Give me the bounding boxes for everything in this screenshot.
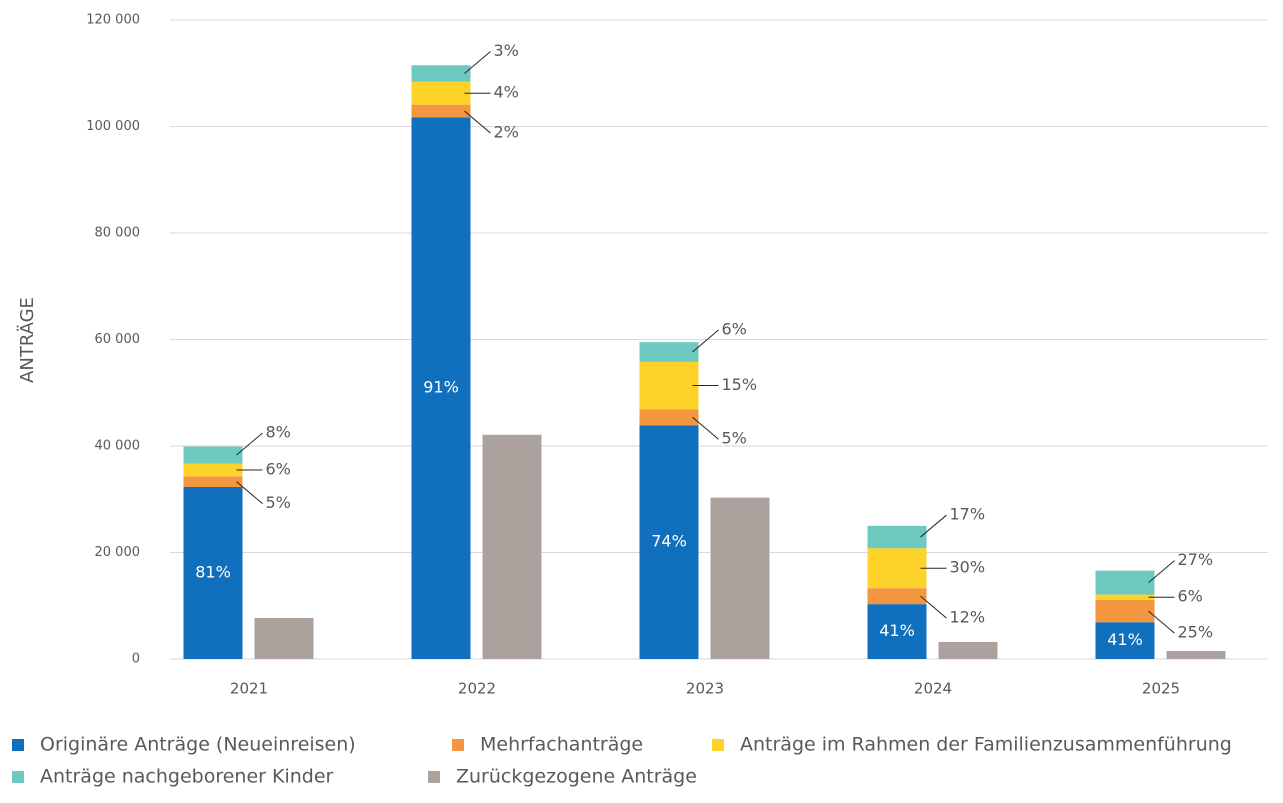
bar-segment <box>867 588 927 605</box>
legend-label: Anträge im Rahmen der Familienzusammenfü… <box>740 734 1232 756</box>
x-tick-label: 2024 <box>914 680 952 698</box>
legend-label: Zurückgezogene Anträge <box>456 766 697 788</box>
legend-marker <box>428 771 440 783</box>
value-label: 17% <box>950 505 986 524</box>
value-label: 91% <box>423 378 459 397</box>
x-tick-label: 2021 <box>230 680 268 698</box>
leader-line <box>692 416 719 440</box>
legend-label: Mehrfachanträge <box>480 734 643 756</box>
bar-segment <box>1095 570 1155 595</box>
bar-segment <box>411 65 471 82</box>
legend-marker <box>452 739 464 751</box>
leader-line <box>920 514 947 538</box>
leader-line <box>464 110 491 134</box>
bar-segment <box>867 604 927 659</box>
bar-segment <box>411 117 471 659</box>
bar-segment <box>710 497 770 659</box>
bar-segment <box>639 361 699 410</box>
value-label: 12% <box>950 608 986 627</box>
y-tick-label: 40 000 <box>95 439 141 454</box>
value-label: 6% <box>1178 587 1203 606</box>
legend-marker <box>12 771 24 783</box>
x-tick-label: 2022 <box>458 680 496 698</box>
bar-segment <box>1095 594 1155 600</box>
y-tick-label: 0 <box>132 652 140 667</box>
value-label: 74% <box>651 532 687 551</box>
bar-segment <box>639 409 699 426</box>
bar-segment <box>411 104 471 118</box>
bar-segment <box>639 425 699 659</box>
bar-segment <box>867 525 927 549</box>
value-label: 30% <box>950 558 986 577</box>
bar-segment <box>1095 622 1155 659</box>
leader-line <box>464 51 491 74</box>
bar-segment <box>867 548 927 589</box>
value-label: 41% <box>879 621 915 640</box>
y-tick-label: 80 000 <box>95 226 141 241</box>
legend-marker <box>12 739 24 751</box>
value-label: 6% <box>266 459 291 478</box>
y-tick-label: 120 000 <box>86 13 140 28</box>
bar-segment <box>1095 599 1155 623</box>
y-tick-label: 60 000 <box>95 332 141 347</box>
leader-line <box>236 481 263 505</box>
legend-label: Originäre Anträge (Neueinreisen) <box>40 734 356 756</box>
leader-line <box>920 595 947 619</box>
value-label: 4% <box>494 83 519 102</box>
value-label: 6% <box>722 320 747 339</box>
value-label: 5% <box>266 493 291 512</box>
legend-marker <box>712 739 724 751</box>
legend-label: Anträge nachgeborener Kinder <box>40 766 334 788</box>
bar-segment <box>639 342 699 362</box>
value-label: 41% <box>1107 630 1143 649</box>
bar-segment <box>482 434 542 659</box>
bar-segment <box>183 446 243 464</box>
bar-segment <box>183 487 243 659</box>
y-axis-title: ANTRÄGE <box>17 297 38 383</box>
leader-line <box>236 432 263 456</box>
bar-segment <box>1166 651 1226 659</box>
value-label: 2% <box>494 123 519 142</box>
y-tick-label: 20 000 <box>95 545 141 560</box>
leader-line <box>692 329 719 353</box>
value-label: 15% <box>722 375 758 394</box>
value-label: 27% <box>1178 550 1214 569</box>
bar-segment <box>254 617 314 659</box>
bar-segment <box>938 641 998 659</box>
x-tick-label: 2025 <box>1142 680 1180 698</box>
value-label: 3% <box>494 41 519 60</box>
value-label: 8% <box>266 423 291 442</box>
bar-segment <box>183 463 243 477</box>
bar-segment <box>183 476 243 488</box>
leader-line <box>1148 560 1175 583</box>
value-label: 25% <box>1178 623 1214 642</box>
leader-line <box>1148 610 1175 634</box>
x-tick-label: 2023 <box>686 680 724 698</box>
value-label: 5% <box>722 429 747 448</box>
value-label: 81% <box>195 563 231 582</box>
bar-segment <box>411 81 471 105</box>
y-tick-label: 100 000 <box>86 119 140 134</box>
